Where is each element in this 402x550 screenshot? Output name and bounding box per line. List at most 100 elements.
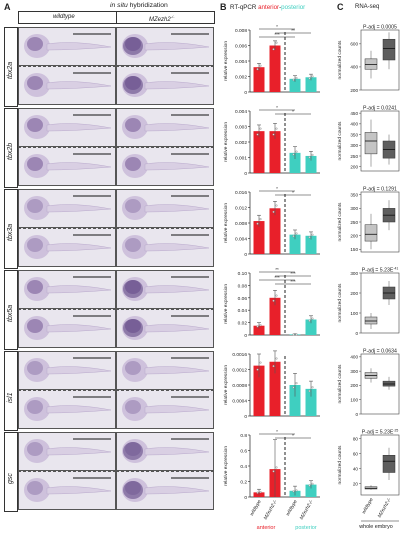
col-wildtype: wildtype [53, 14, 75, 20]
y-tick-label: 0.8 [240, 433, 247, 439]
bar-2 [289, 234, 301, 254]
data-point [275, 127, 278, 130]
y-tick-label: 0 [244, 90, 247, 96]
data-point [295, 76, 298, 80]
embryo-drawing [122, 114, 210, 139]
embryo-head-stain [125, 118, 141, 132]
group-label-posterior: posterior [295, 525, 317, 531]
embryo-tail [46, 447, 112, 456]
y-tick-label: 0 [244, 171, 247, 177]
embryo-image-tbx2a-wildtype-lateral [18, 27, 116, 66]
qpcr-chart-tbx2b: 0 0.001 0.002 0.003 0.004 relative expression… [223, 105, 320, 177]
embryo-tail [46, 123, 112, 132]
footer-label: whole embryo [358, 524, 393, 530]
y-tick-label: 200 [350, 233, 358, 238]
y-tick-label: 0.002 [235, 75, 247, 81]
embryo-drawing [24, 438, 112, 463]
x-tick-label: wildtype [249, 499, 263, 517]
ectopic-stain [123, 442, 143, 460]
y-tick-label: 450 [350, 111, 358, 116]
embryo-image-gsc-mutant-lateral [116, 432, 214, 471]
y-axis-label: normalized counts [337, 202, 343, 242]
y-tick-label: 0.004 [235, 237, 247, 243]
data-point [292, 386, 295, 389]
data-point [256, 222, 259, 225]
data-point [311, 317, 314, 320]
embryo-head-stain [125, 199, 141, 213]
data-point [275, 357, 278, 360]
embryo-drawing [122, 396, 210, 421]
plot-frame [360, 272, 400, 334]
x-tick-label: MZezh2-/- [299, 499, 315, 521]
bar-1 [269, 45, 281, 92]
embryo-image-tbx3a-wildtype-lateral [18, 189, 116, 228]
embryo-tail [144, 486, 210, 495]
embryo-tail [46, 243, 112, 252]
y-tick-label: 0.003 [235, 125, 247, 131]
gene-label-gsc: gsc [7, 473, 14, 484]
embryo-image-tbx2a-wildtype-ventral [18, 66, 116, 105]
embryo-drawing [24, 72, 112, 97]
embryo-image-tbx2b-mutant-ventral [116, 147, 214, 186]
y-tick-label: 350 [350, 193, 358, 198]
y-tick-label: 0.6 [240, 449, 247, 455]
rnaseq-chart-gsc: 20 40 60 80 normalized counts P-adj = 5.23E-2… [337, 429, 400, 496]
data-point [256, 68, 259, 71]
panel-c-letter: C [337, 2, 344, 12]
embryo-drawing [122, 153, 210, 178]
embryo-drawing [122, 276, 210, 301]
data-point [308, 236, 311, 239]
embryo-yolk [122, 358, 148, 382]
embryo-head-stain [27, 157, 43, 171]
bar-0 [253, 67, 265, 92]
data-point [311, 233, 314, 236]
data-point [292, 235, 295, 238]
embryo-yolk [24, 235, 50, 259]
y-tick-label: 0.02 [238, 321, 248, 327]
bar-1 [269, 131, 281, 173]
group-label-anterior: anterior [257, 525, 276, 531]
rtqpcr-charts: 0 0.002 0.004 0.006 0.008 relative expression… [223, 24, 320, 531]
y-tick-label: 0.006 [235, 44, 247, 50]
box-wt [364, 58, 378, 70]
y-tick-label: 40 [353, 467, 359, 472]
rnaseq-chart-tbx5a: 0 100 200 300 normalized counts P-adj = 5.23E… [337, 267, 400, 336]
y-tick-label: 60 [353, 452, 359, 457]
padj-label: P-adj = 5.23E-25 [362, 429, 399, 436]
gene-label-tbx2a: tbx2a [7, 61, 14, 79]
embryo-drawing [24, 33, 112, 58]
data-point [311, 386, 314, 389]
bar-0 [253, 131, 265, 173]
embryo-image-tbx2b-wildtype-ventral [18, 147, 116, 186]
y-tick-label: 200 [350, 165, 358, 170]
embryo-image-isl1-wildtype-lateral [18, 351, 116, 390]
y-axis-label: relative expression [223, 365, 229, 405]
gene-label-box-isl1: isl1 [4, 351, 18, 431]
y-tick-label: 100 [350, 398, 358, 403]
y-axis-label: normalized counts [337, 283, 343, 323]
data-point [311, 482, 314, 485]
embryo-tail [46, 324, 112, 333]
ectopic-stain [123, 76, 143, 94]
embryo-head-stain [27, 319, 43, 333]
rnaseq-chart-tbx2a: 200 400 600 normalized counts P-adj = 0.0005 [337, 25, 400, 93]
y-tick-label: 400 [350, 122, 358, 127]
sig-label: ** [291, 28, 295, 33]
y-tick-label: 0.016 [235, 190, 247, 196]
sig-label: * [276, 186, 278, 191]
gene-label-tbx5a: tbx5a [7, 304, 14, 322]
embryo-yolk [122, 235, 148, 259]
data-point [292, 490, 295, 493]
padj-label: P-adj = 0.1291 [363, 187, 397, 193]
ectopic-stain [123, 280, 143, 298]
embryo-tail [144, 81, 210, 90]
gene-label-box-tbx2a: tbx2a [4, 27, 18, 107]
ectopic-stain [123, 37, 143, 55]
embryo-head-stain [27, 238, 43, 252]
embryo-image-gsc-wildtype-lateral [18, 432, 116, 471]
data-point [256, 368, 259, 371]
bar-3 [305, 155, 317, 173]
embryo-tail [46, 81, 112, 90]
bar-3 [305, 388, 317, 416]
